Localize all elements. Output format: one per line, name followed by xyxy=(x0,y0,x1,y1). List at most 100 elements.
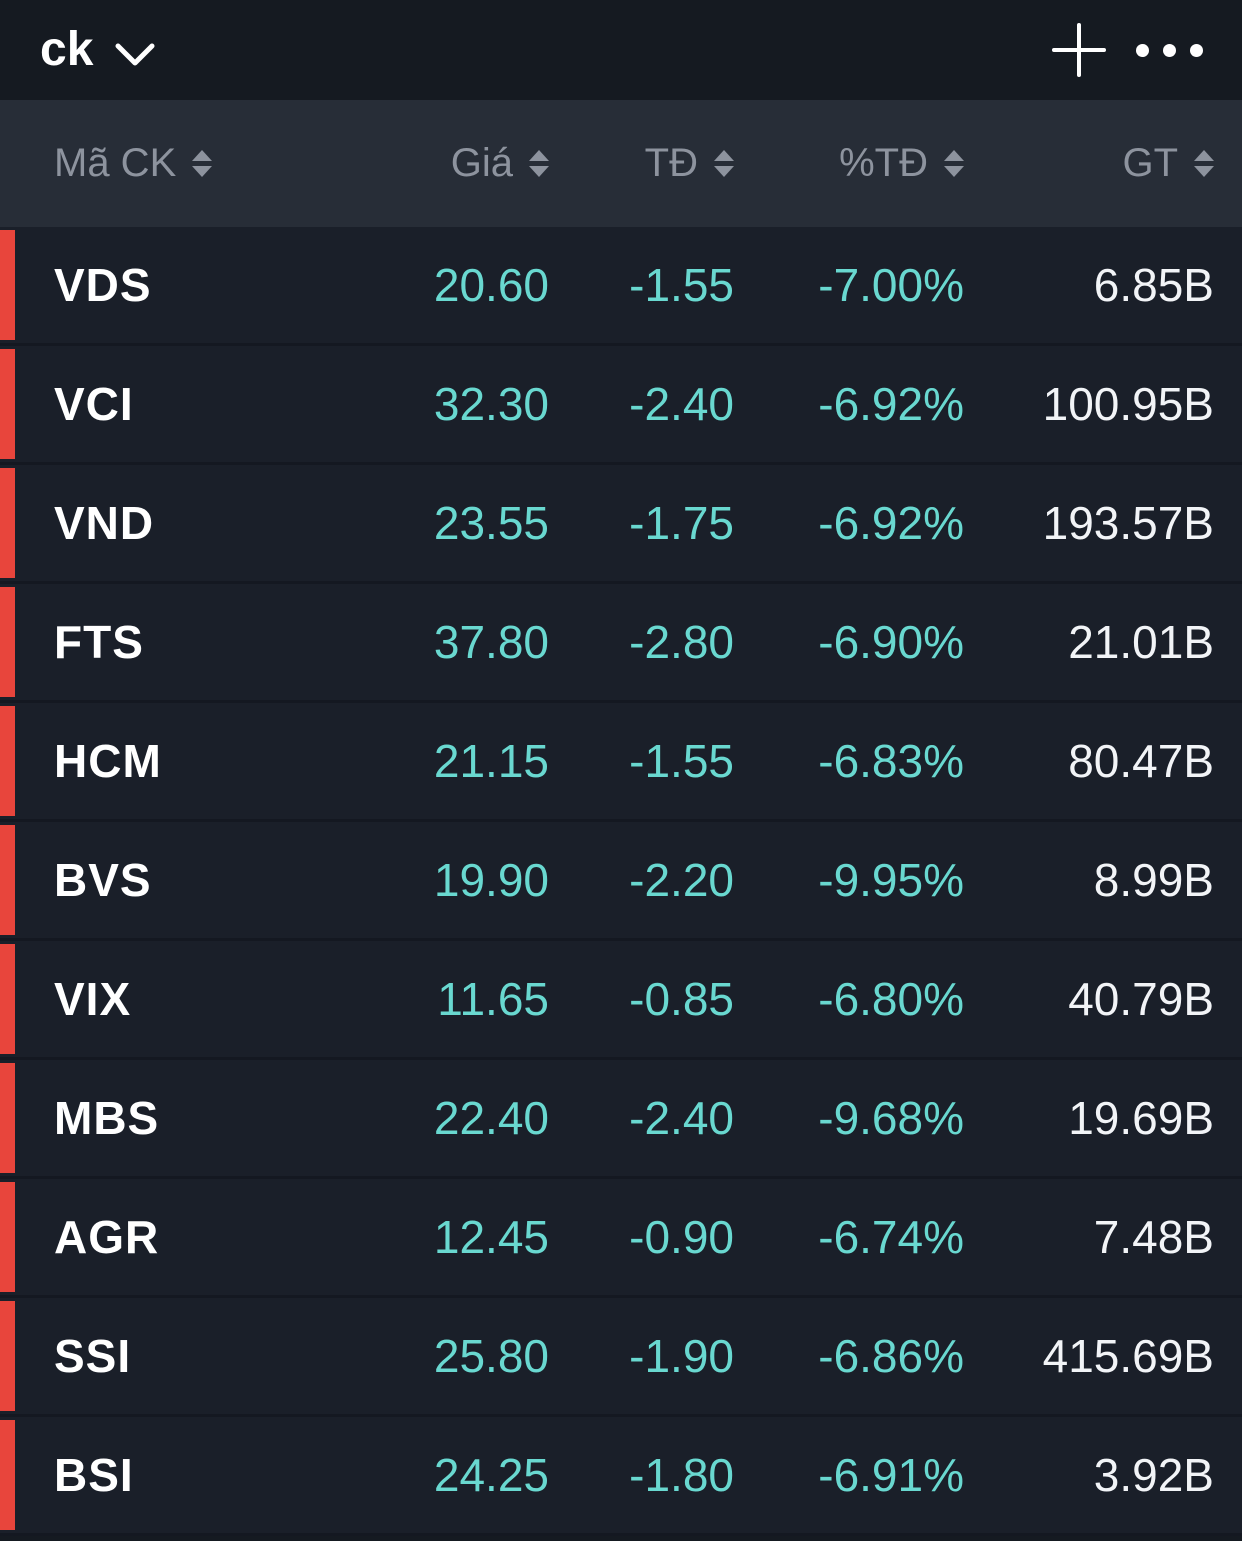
stock-change: -2.40 xyxy=(629,1092,734,1144)
column-label: %TĐ xyxy=(839,141,928,185)
stock-traded-value: 21.01B xyxy=(1068,616,1214,668)
stock-change-percent: -9.95% xyxy=(818,854,964,906)
table-row[interactable]: VDS 20.60 -1.55 -7.00% 6.85B xyxy=(0,227,1242,346)
stock-traded-value: 40.79B xyxy=(1068,973,1214,1025)
column-label: GT xyxy=(1122,141,1178,185)
column-label: Giá xyxy=(450,141,513,185)
ellipsis-icon xyxy=(1135,43,1203,57)
stock-symbol: VIX xyxy=(54,973,132,1025)
change-indicator-bar xyxy=(0,825,15,935)
stock-change-percent: -6.83% xyxy=(818,735,964,787)
column-header-change-pct[interactable]: %TĐ xyxy=(734,141,964,186)
change-indicator-bar xyxy=(0,1420,15,1530)
sort-icon xyxy=(714,150,734,177)
stock-change: -1.90 xyxy=(629,1330,734,1382)
change-indicator-bar xyxy=(0,349,15,459)
column-header-price[interactable]: Giá xyxy=(224,141,549,186)
change-indicator-bar xyxy=(0,230,15,340)
stock-price: 12.45 xyxy=(433,1211,549,1263)
stock-symbol: VDS xyxy=(54,259,152,311)
stock-change: -2.20 xyxy=(629,854,734,906)
table-row[interactable]: FTS 37.80 -2.80 -6.90% 21.01B xyxy=(0,584,1242,703)
stock-symbol: VCI xyxy=(54,378,134,430)
stock-traded-value: 6.85B xyxy=(1093,259,1214,311)
table-row[interactable]: HCM 21.15 -1.55 -6.83% 80.47B xyxy=(0,703,1242,822)
sort-icon xyxy=(944,150,964,177)
stock-symbol: MBS xyxy=(54,1092,160,1144)
stock-symbol: FTS xyxy=(54,616,144,668)
change-indicator-bar xyxy=(0,944,15,1054)
stock-price: 21.15 xyxy=(433,735,549,787)
stock-price: 22.40 xyxy=(433,1092,549,1144)
stock-change: -0.85 xyxy=(629,973,734,1025)
add-symbol-button[interactable] xyxy=(1034,5,1124,95)
table-row[interactable]: VND 23.55 -1.75 -6.92% 193.57B xyxy=(0,465,1242,584)
stock-change-percent: -6.92% xyxy=(818,497,964,549)
table-row[interactable]: VIX 11.65 -0.85 -6.80% 40.79B xyxy=(0,941,1242,1060)
sort-icon xyxy=(529,150,549,177)
stock-change-percent: -6.74% xyxy=(818,1211,964,1263)
stock-change: -2.40 xyxy=(629,378,734,430)
stock-change-percent: -6.92% xyxy=(818,378,964,430)
column-label: Mã CK xyxy=(54,141,177,185)
watchlist-selector[interactable]: ck xyxy=(40,26,155,74)
stock-price: 19.90 xyxy=(433,854,549,906)
stock-traded-value: 19.69B xyxy=(1068,1092,1214,1144)
stock-change: -1.75 xyxy=(629,497,734,549)
stock-change: -0.90 xyxy=(629,1211,734,1263)
stock-change: -1.55 xyxy=(629,259,734,311)
change-indicator-bar xyxy=(0,1063,15,1173)
stock-price: 23.55 xyxy=(433,497,549,549)
stock-symbol: AGR xyxy=(54,1211,160,1263)
more-options-button[interactable] xyxy=(1124,5,1214,95)
stock-traded-value: 80.47B xyxy=(1068,735,1214,787)
table-row[interactable]: AGR 12.45 -0.90 -6.74% 7.48B xyxy=(0,1179,1242,1298)
stock-change-percent: -7.00% xyxy=(818,259,964,311)
stock-change-percent: -6.91% xyxy=(818,1449,964,1501)
stock-change: -1.55 xyxy=(629,735,734,787)
stock-traded-value: 193.57B xyxy=(1042,497,1214,549)
stock-price: 11.65 xyxy=(437,973,549,1025)
column-label: TĐ xyxy=(644,141,698,185)
plus-icon xyxy=(1052,23,1106,77)
stock-change-percent: -6.90% xyxy=(818,616,964,668)
change-indicator-bar xyxy=(0,1301,15,1411)
stock-change-percent: -9.68% xyxy=(818,1092,964,1144)
sort-icon xyxy=(192,150,213,177)
stock-price: 32.30 xyxy=(433,378,549,430)
column-header-value[interactable]: GT xyxy=(964,141,1214,186)
column-header-symbol[interactable]: Mã CK xyxy=(54,141,224,186)
top-bar: ck xyxy=(0,0,1242,100)
column-header-change[interactable]: TĐ xyxy=(549,141,734,186)
stock-traded-value: 8.99B xyxy=(1093,854,1214,906)
change-indicator-bar xyxy=(0,587,15,697)
stock-symbol: BVS xyxy=(54,854,152,906)
table-row[interactable]: SSI 25.80 -1.90 -6.86% 415.69B xyxy=(0,1298,1242,1417)
table-row[interactable]: MBS 22.40 -2.40 -9.68% 19.69B xyxy=(0,1060,1242,1179)
sort-icon xyxy=(1194,150,1214,177)
watchlist-name: ck xyxy=(40,23,94,76)
stock-symbol: BSI xyxy=(54,1449,134,1501)
table-row[interactable]: BSI 24.25 -1.80 -6.91% 3.92B xyxy=(0,1417,1242,1536)
stock-change-percent: -6.86% xyxy=(818,1330,964,1382)
stock-traded-value: 415.69B xyxy=(1042,1330,1214,1382)
stock-symbol: SSI xyxy=(54,1330,132,1382)
chevron-down-icon xyxy=(115,43,155,66)
stock-symbol: HCM xyxy=(54,735,162,787)
change-indicator-bar xyxy=(0,468,15,578)
stock-price: 24.25 xyxy=(433,1449,549,1501)
stock-traded-value: 7.48B xyxy=(1093,1211,1214,1263)
stock-symbol: VND xyxy=(54,497,155,549)
stock-traded-value: 3.92B xyxy=(1093,1449,1214,1501)
stock-traded-value: 100.95B xyxy=(1042,378,1214,430)
stock-price: 37.80 xyxy=(433,616,549,668)
change-indicator-bar xyxy=(0,1182,15,1292)
table-row[interactable]: VCI 32.30 -2.40 -6.92% 100.95B xyxy=(0,346,1242,465)
stock-price: 25.80 xyxy=(433,1330,549,1382)
change-indicator-bar xyxy=(0,706,15,816)
stock-price: 20.60 xyxy=(433,259,549,311)
stock-change: -2.80 xyxy=(629,616,734,668)
stock-change-percent: -6.80% xyxy=(818,973,964,1025)
stock-change: -1.80 xyxy=(629,1449,734,1501)
table-row[interactable]: BVS 19.90 -2.20 -9.95% 8.99B xyxy=(0,822,1242,941)
